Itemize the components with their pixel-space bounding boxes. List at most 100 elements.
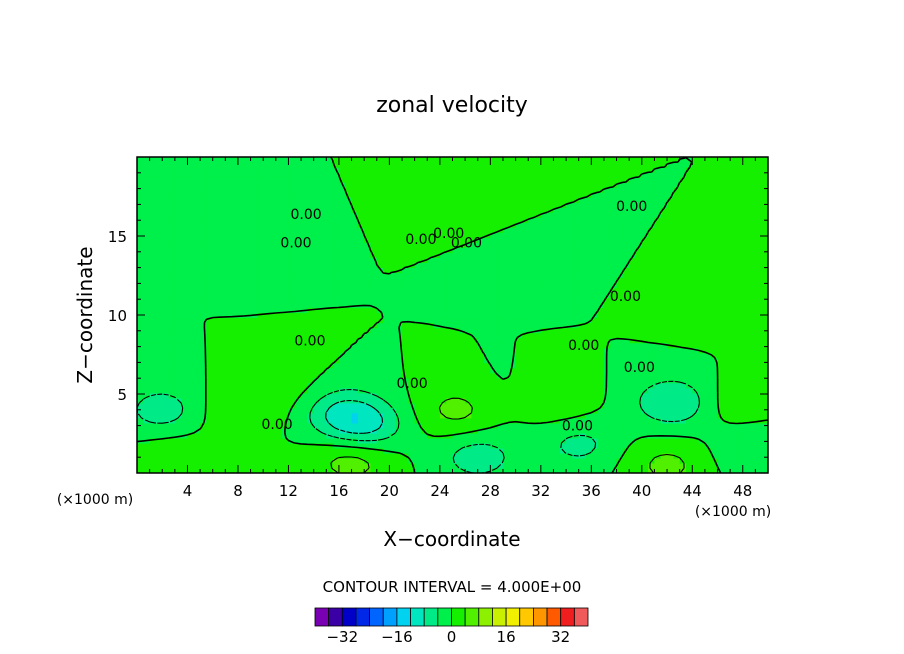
- field-cell: [301, 432, 308, 439]
- field-cell: [206, 252, 214, 258]
- field-cell: [187, 292, 195, 299]
- field-cell: [206, 397, 214, 404]
- field-cell: [578, 327, 586, 334]
- field-cell: [761, 467, 768, 473]
- field-cell: [490, 462, 498, 469]
- field-cell: [250, 392, 258, 399]
- field-cell: [465, 287, 473, 294]
- field-cell: [641, 402, 649, 409]
- field-cell: [414, 392, 422, 399]
- field-cell: [660, 252, 668, 258]
- field-cell: [244, 372, 252, 379]
- field-cell: [155, 222, 163, 228]
- field-cell: [137, 237, 144, 243]
- field-cell: [389, 322, 397, 329]
- field-cell: [521, 387, 529, 394]
- field-cell: [402, 357, 409, 364]
- field-cell: [427, 247, 435, 253]
- field-cell: [540, 392, 548, 399]
- field-cell: [585, 357, 592, 364]
- field-cell: [509, 322, 517, 329]
- field-cell: [477, 432, 485, 439]
- field-cell: [174, 442, 182, 449]
- field-cell: [736, 452, 744, 459]
- field-cell: [301, 462, 308, 469]
- field-cell: [692, 417, 700, 424]
- field-cell: [547, 257, 555, 263]
- field-cell: [313, 337, 321, 344]
- field-cell: [244, 437, 252, 444]
- field-cell: [446, 227, 454, 233]
- field-cell: [698, 422, 706, 429]
- field-cell: [389, 337, 397, 344]
- field-cell: [477, 397, 485, 404]
- field-cell: [711, 407, 719, 414]
- field-cell: [193, 437, 201, 444]
- field-cell: [364, 242, 372, 248]
- field-cell: [427, 287, 435, 294]
- field-cell: [667, 277, 674, 283]
- field-cell: [332, 247, 340, 253]
- field-cell: [174, 417, 182, 424]
- field-cell: [521, 292, 529, 299]
- field-cell: [547, 287, 555, 294]
- field-cell: [502, 452, 510, 459]
- field-cell: [174, 227, 182, 233]
- field-cell: [275, 262, 283, 268]
- field-cell: [521, 362, 529, 369]
- field-cell: [458, 417, 466, 424]
- field-cell: [742, 322, 750, 329]
- field-cell: [521, 422, 529, 429]
- field-cell: [263, 257, 271, 263]
- field-cell: [660, 247, 668, 253]
- field-cell: [301, 312, 308, 319]
- field-cell: [338, 232, 346, 238]
- field-cell: [137, 352, 144, 359]
- field-cell: [256, 337, 264, 344]
- field-cell: [704, 247, 712, 253]
- field-cell: [496, 402, 504, 409]
- field-cell: [572, 402, 580, 409]
- field-cell: [364, 387, 372, 394]
- field-cell: [622, 427, 630, 434]
- field-cell: [660, 327, 668, 334]
- field-cell: [307, 267, 315, 273]
- field-cell: [427, 302, 435, 309]
- field-cell: [717, 277, 725, 283]
- field-cell: [162, 427, 170, 434]
- field-cell: [219, 232, 226, 238]
- field-cell: [698, 342, 706, 349]
- field-cell: [723, 422, 731, 429]
- field-cell: [187, 302, 195, 309]
- field-cell: [692, 232, 700, 238]
- field-cell: [345, 402, 353, 409]
- field-cell: [540, 407, 548, 414]
- field-cell: [332, 317, 340, 324]
- field-cell: [528, 407, 536, 414]
- field-cell: [439, 302, 447, 309]
- field-cell: [269, 247, 277, 253]
- field-cell: [364, 462, 372, 469]
- field-cell: [648, 342, 656, 349]
- field-cell: [250, 437, 258, 444]
- field-cell: [484, 377, 491, 384]
- field-cell: [736, 257, 744, 263]
- field-cell: [193, 252, 201, 258]
- field-cell: [383, 467, 390, 473]
- field-cell: [566, 257, 573, 263]
- field-cell: [534, 337, 542, 344]
- field-cell: [408, 397, 416, 404]
- field-cell: [673, 357, 681, 364]
- field-cell: [370, 422, 378, 429]
- field-cell: [698, 417, 706, 424]
- field-cell: [181, 287, 189, 294]
- field-cell: [244, 377, 252, 384]
- field-cell: [723, 232, 731, 238]
- field-cell: [319, 462, 327, 469]
- field-cell: [200, 442, 208, 449]
- field-cell: [654, 467, 662, 473]
- field-cell: [357, 452, 365, 459]
- field-cell: [263, 417, 271, 424]
- field-cell: [704, 342, 712, 349]
- field-cell: [225, 317, 233, 324]
